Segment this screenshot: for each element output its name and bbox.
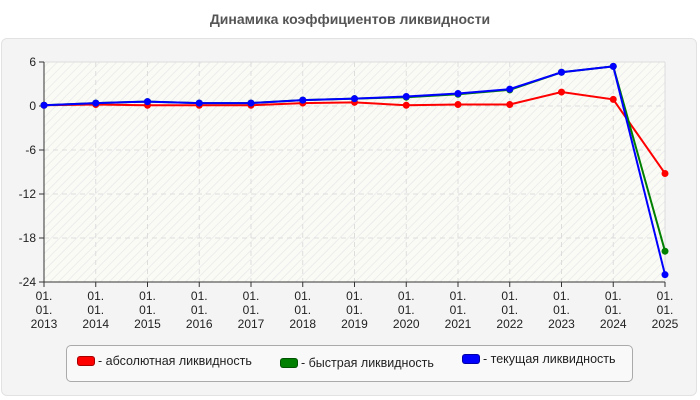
legend-item-absolute: - абсолютная ликвидность <box>77 354 252 368</box>
svg-text:2025: 2025 <box>652 317 679 331</box>
svg-text:01.: 01. <box>346 303 363 317</box>
svg-text:2014: 2014 <box>82 317 109 331</box>
svg-text:01.: 01. <box>553 289 570 303</box>
svg-text:01.: 01. <box>605 289 622 303</box>
svg-text:2013: 2013 <box>31 317 58 331</box>
svg-text:01.: 01. <box>243 303 260 317</box>
svg-text:01.: 01. <box>87 303 104 317</box>
legend-item-quick: - быстрая ликвидность <box>280 356 434 370</box>
svg-text:2024: 2024 <box>600 317 627 331</box>
data-series <box>40 62 669 279</box>
svg-text:01.: 01. <box>36 289 53 303</box>
svg-text:2023: 2023 <box>548 317 575 331</box>
svg-text:2018: 2018 <box>289 317 316 331</box>
svg-text:01.: 01. <box>139 289 156 303</box>
svg-text:-12: -12 <box>19 187 37 201</box>
svg-text:2017: 2017 <box>238 317 265 331</box>
svg-text:2015: 2015 <box>134 317 161 331</box>
svg-text:2020: 2020 <box>393 317 420 331</box>
legend-label: - быстрая ликвидность <box>301 356 434 370</box>
legend-label: - абсолютная ликвидность <box>98 354 252 368</box>
svg-text:-24: -24 <box>19 275 37 289</box>
svg-text:01.: 01. <box>191 303 208 317</box>
svg-text:01.: 01. <box>605 303 622 317</box>
svg-text:2022: 2022 <box>496 317 523 331</box>
svg-text:01.: 01. <box>450 289 467 303</box>
svg-text:01.: 01. <box>87 289 104 303</box>
svg-text:01.: 01. <box>501 303 518 317</box>
svg-text:01.: 01. <box>294 303 311 317</box>
legend-item-current: - текущая ликвидность <box>462 352 616 366</box>
svg-text:01.: 01. <box>243 289 260 303</box>
svg-text:-18: -18 <box>19 231 37 245</box>
legend-swatch-blue <box>462 354 480 364</box>
svg-text:01.: 01. <box>398 289 415 303</box>
svg-text:2019: 2019 <box>341 317 368 331</box>
legend-label: - текущая ликвидность <box>483 352 616 366</box>
svg-text:6: 6 <box>29 55 36 69</box>
svg-text:01.: 01. <box>450 303 467 317</box>
svg-text:01.: 01. <box>553 303 570 317</box>
chart-title: Динамика коэффициентов ликвидности <box>209 11 491 27</box>
legend-swatch-red <box>77 356 95 366</box>
svg-text:0: 0 <box>29 99 36 113</box>
legend-swatch-green <box>280 358 298 368</box>
svg-text:01.: 01. <box>294 289 311 303</box>
svg-text:01.: 01. <box>36 303 53 317</box>
svg-text:01.: 01. <box>657 289 674 303</box>
svg-text:01.: 01. <box>398 303 415 317</box>
svg-text:2021: 2021 <box>445 317 472 331</box>
svg-text:01.: 01. <box>191 289 208 303</box>
svg-text:01.: 01. <box>501 289 518 303</box>
legend: - абсолютная ликвидность - быстрая ликви… <box>66 345 633 382</box>
svg-text:01.: 01. <box>346 289 363 303</box>
svg-text:-6: -6 <box>25 143 36 157</box>
svg-text:01.: 01. <box>657 303 674 317</box>
svg-text:01.: 01. <box>139 303 156 317</box>
svg-text:2016: 2016 <box>186 317 213 331</box>
axes: 60-6-12-18-2401.01.201301.01.201401.01.2… <box>19 55 679 331</box>
